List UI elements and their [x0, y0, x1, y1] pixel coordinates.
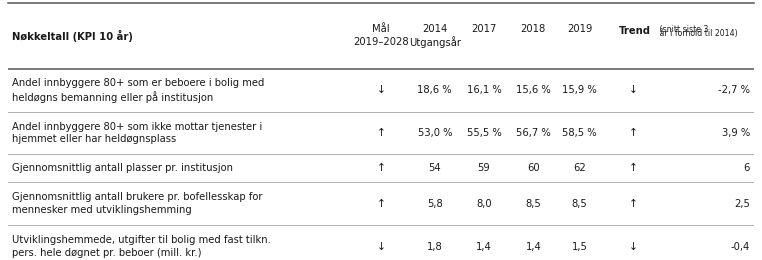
Text: 56,7 %: 56,7 %	[516, 128, 551, 138]
Text: ↓: ↓	[376, 85, 386, 95]
Text: Andel innbyggere 80+ som ikke mottar tjenester i
hjemmet eller har heldøgnsplass: Andel innbyggere 80+ som ikke mottar tje…	[12, 122, 262, 145]
Text: 1,4: 1,4	[476, 242, 492, 252]
Text: ↑: ↑	[629, 128, 638, 138]
Text: 5,8: 5,8	[427, 199, 443, 209]
Text: 62: 62	[573, 164, 586, 173]
Text: 55,5 %: 55,5 %	[466, 128, 501, 138]
Text: Nøkkeltall (KPI 10 år): Nøkkeltall (KPI 10 år)	[12, 30, 133, 42]
Text: 6: 6	[744, 164, 750, 173]
Text: (snitt siste 3: (snitt siste 3	[658, 25, 709, 34]
Text: 1,4: 1,4	[526, 242, 541, 252]
Text: 8,5: 8,5	[572, 199, 588, 209]
Text: Trend: Trend	[619, 26, 651, 36]
Text: 15,6 %: 15,6 %	[516, 85, 551, 95]
Text: -0,4: -0,4	[731, 242, 750, 252]
Text: 2018: 2018	[520, 24, 546, 34]
Text: ↓: ↓	[629, 242, 638, 252]
Text: ↑: ↑	[629, 199, 638, 209]
Text: 15,9 %: 15,9 %	[562, 85, 597, 95]
Text: ↑: ↑	[376, 164, 386, 173]
Text: ↑: ↑	[376, 128, 386, 138]
Text: 2017: 2017	[472, 24, 497, 34]
Text: Gjennomsnittlig antall brukere pr. bofellesskap for
mennesker med utviklingshemm: Gjennomsnittlig antall brukere pr. bofel…	[12, 192, 263, 215]
Text: Utgangsår: Utgangsår	[408, 36, 461, 48]
Text: Mål: Mål	[372, 24, 390, 34]
Text: ↑: ↑	[376, 199, 386, 209]
Text: -2,7 %: -2,7 %	[718, 85, 750, 95]
Text: 3,9 %: 3,9 %	[722, 128, 750, 138]
Text: 2019: 2019	[567, 24, 592, 34]
Text: år i forhold til 2014): år i forhold til 2014)	[658, 29, 738, 38]
Text: ↑: ↑	[629, 164, 638, 173]
Text: Gjennomsnittlig antall plasser pr. institusjon: Gjennomsnittlig antall plasser pr. insti…	[12, 164, 233, 173]
Text: 16,1 %: 16,1 %	[466, 85, 501, 95]
Text: 54: 54	[428, 164, 441, 173]
Text: 18,6 %: 18,6 %	[418, 85, 452, 95]
Text: 1,5: 1,5	[572, 242, 588, 252]
Text: 60: 60	[527, 164, 539, 173]
Text: 2019–2028: 2019–2028	[354, 37, 408, 47]
Text: 8,5: 8,5	[526, 199, 541, 209]
Text: 1,8: 1,8	[427, 242, 443, 252]
Text: 8,0: 8,0	[476, 199, 491, 209]
Text: ↓: ↓	[376, 242, 386, 252]
Text: 2,5: 2,5	[734, 199, 750, 209]
Text: ↓: ↓	[629, 85, 638, 95]
Text: Andel innbyggere 80+ som er beboere i bolig med
heldøgns bemanning eller på inst: Andel innbyggere 80+ som er beboere i bo…	[12, 77, 264, 103]
Text: 2014: 2014	[422, 24, 447, 34]
Text: 58,5 %: 58,5 %	[562, 128, 597, 138]
Text: 59: 59	[478, 164, 491, 173]
Text: 53,0 %: 53,0 %	[418, 128, 452, 138]
Text: Utviklingshemmede, utgifter til bolig med fast tilkn.
pers. hele døgnet pr. bebo: Utviklingshemmede, utgifter til bolig me…	[12, 235, 271, 258]
